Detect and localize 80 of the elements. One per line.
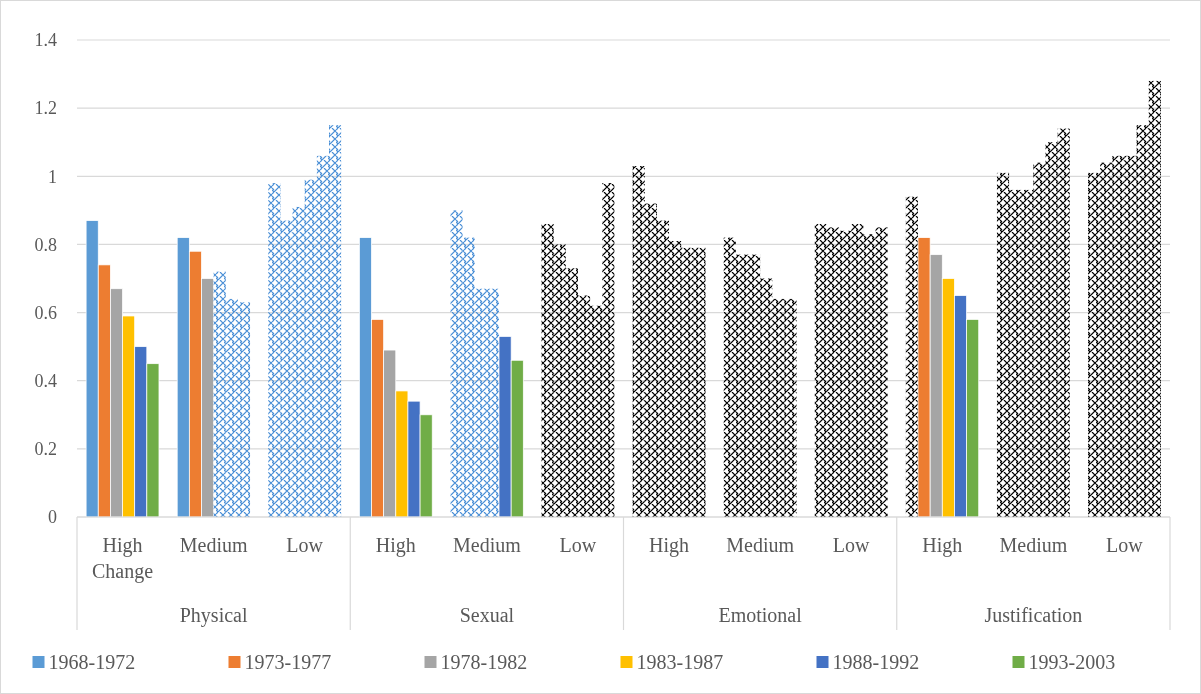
bar xyxy=(1088,172,1101,517)
bar xyxy=(656,220,670,517)
bar xyxy=(1112,155,1125,517)
bar xyxy=(304,179,317,517)
x-tick-label: Low xyxy=(1106,534,1144,556)
x-tick-label: High xyxy=(649,534,690,557)
bar xyxy=(905,196,918,517)
bar xyxy=(280,220,293,517)
bar xyxy=(851,223,864,517)
bar xyxy=(669,241,682,517)
bar xyxy=(693,247,706,517)
x-tick-label: Low xyxy=(286,534,324,556)
bar xyxy=(863,234,876,517)
bar xyxy=(1148,80,1161,517)
x-tick-label: High Change xyxy=(91,534,154,583)
bar xyxy=(760,278,773,517)
bar xyxy=(602,183,615,517)
bar xyxy=(747,254,761,517)
bar xyxy=(590,305,603,517)
bar xyxy=(996,172,1010,517)
y-tick-label: 1.4 xyxy=(34,30,57,51)
legend-label: 1993-2003 xyxy=(1028,651,1116,673)
bar xyxy=(237,302,251,517)
bar xyxy=(1045,142,1058,517)
x-tick-label: Medium xyxy=(179,534,248,556)
x-tick-label: Medium xyxy=(726,534,795,556)
text: Emotional xyxy=(718,604,803,626)
x-tick-label: Low xyxy=(832,534,871,556)
x-tick-label: High xyxy=(922,534,963,557)
bar xyxy=(577,295,591,517)
bar xyxy=(1057,128,1070,517)
bar xyxy=(565,268,578,517)
bar xyxy=(213,271,226,517)
bar xyxy=(681,247,694,517)
bar xyxy=(462,237,475,517)
y-tick-label: 0 xyxy=(48,507,57,528)
legend-label: 1973-1977 xyxy=(244,651,332,673)
y-tick-label: 0.4 xyxy=(34,371,57,392)
bar xyxy=(826,227,840,517)
bar xyxy=(839,230,852,517)
bar xyxy=(772,298,785,517)
text: Physical xyxy=(179,604,248,627)
y-tick-label: 1 xyxy=(48,166,57,187)
x-tick-label: Medium xyxy=(999,534,1068,556)
legend-label: 1978-1982 xyxy=(440,651,528,673)
x-tick-label: Medium xyxy=(452,534,522,556)
bar xyxy=(784,298,797,517)
bar xyxy=(814,223,827,517)
bar xyxy=(541,223,554,517)
legend-label: 1968-1972 xyxy=(48,651,136,673)
bar xyxy=(735,254,748,517)
x-tick-label: Low xyxy=(559,534,597,556)
bar xyxy=(1033,162,1046,517)
bar xyxy=(486,288,500,517)
y-tick-label: 1.2 xyxy=(34,98,57,119)
bar xyxy=(1124,155,1137,517)
legend-label: 1988-1992 xyxy=(832,651,920,673)
legend-label: 1983-1987 xyxy=(636,651,724,673)
bar xyxy=(632,166,645,517)
bar xyxy=(268,183,281,517)
y-tick-label: 0.8 xyxy=(34,234,57,255)
bar xyxy=(1100,162,1113,517)
bar xyxy=(553,244,566,517)
bar xyxy=(225,298,238,517)
bar xyxy=(329,125,342,517)
bar xyxy=(1021,189,1034,517)
bar xyxy=(474,288,487,517)
y-tick-label: 0.2 xyxy=(34,439,57,460)
bar xyxy=(292,206,305,517)
text: Justification xyxy=(984,604,1083,626)
bar xyxy=(1009,189,1022,517)
x-tick-label: High xyxy=(375,534,416,557)
bar xyxy=(875,227,888,517)
bar xyxy=(450,210,463,517)
bar xyxy=(1136,125,1149,517)
text: Sexual xyxy=(459,604,515,626)
bar xyxy=(644,203,657,517)
y-tick-label: 0.6 xyxy=(34,302,57,323)
bar xyxy=(723,237,736,517)
bar xyxy=(316,155,329,517)
